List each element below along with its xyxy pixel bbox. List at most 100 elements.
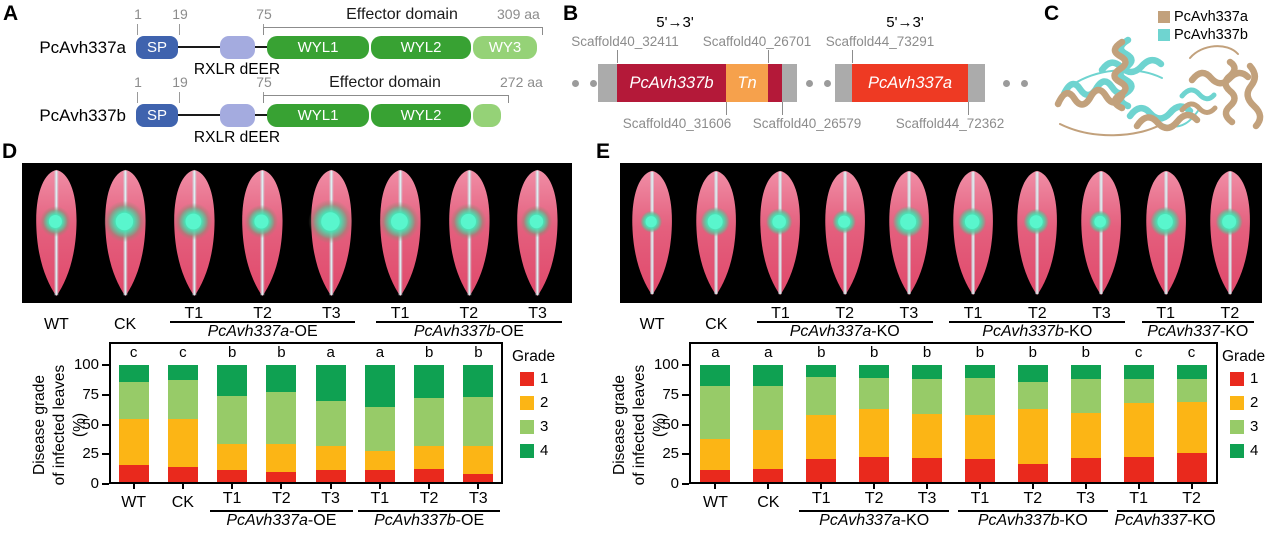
leaf-image	[437, 166, 502, 300]
y-tick	[682, 423, 689, 426]
legend-swatch	[520, 396, 534, 410]
x-tick-label: T3	[1076, 490, 1096, 507]
group-gene-name: PcAvh337	[1147, 323, 1220, 340]
bar-segment-grade3	[1017, 381, 1048, 410]
panel-c-letter: C	[1044, 2, 1060, 25]
sig-letter: b	[817, 344, 826, 361]
leaf-label: T2	[459, 305, 479, 322]
leaf-svg	[1081, 170, 1122, 296]
y-tick	[682, 483, 689, 485]
bar-segment-grade2	[912, 413, 943, 458]
leaf-group-label: PcAvh337b-KO	[957, 323, 1117, 341]
leaf-svg	[953, 170, 993, 296]
chart-group-label: PcAvh337a-OE	[201, 512, 361, 530]
group-underline	[957, 510, 1108, 512]
protein-name: PcAvh337b	[39, 106, 126, 125]
bar-segment-grade4	[167, 365, 198, 381]
x-tick-label: T1	[222, 490, 242, 507]
y-axis-label-line: of infected leaves (%)	[51, 364, 88, 485]
sp-domain: SP	[136, 36, 178, 59]
ellipsis-dot	[590, 80, 597, 87]
x-tick-label: T1	[970, 490, 990, 507]
bar-segment-grade3	[964, 378, 995, 415]
bar-segment-grade2	[964, 414, 995, 459]
x-tick-label: T2	[1023, 490, 1043, 507]
bar-segment-grade1	[1176, 453, 1207, 484]
leaf-label: CK	[114, 316, 137, 333]
y-tick	[682, 453, 689, 456]
x-tick	[1031, 484, 1034, 489]
x-tick-label: T2	[1182, 490, 1201, 507]
leaf-label: CK	[705, 316, 728, 333]
structure-legend-item-b: PcAvh337b	[1158, 27, 1248, 43]
position-tick	[137, 92, 138, 103]
x-tick	[1137, 484, 1140, 489]
bar-segment-grade4	[315, 365, 346, 401]
bar-segment-grade4	[1017, 365, 1048, 382]
position-tick	[137, 24, 138, 35]
group-underline	[357, 510, 501, 512]
leaf-label: T1	[963, 305, 983, 322]
scaffold-label: Scaffold44_72362	[895, 116, 1005, 131]
leaf-label: T2	[1220, 305, 1240, 322]
x-tick	[820, 484, 823, 489]
x-tick	[1084, 484, 1087, 489]
legend-item-label: 3	[1250, 418, 1259, 435]
backbone-line	[178, 46, 222, 48]
leaf-image	[750, 166, 810, 300]
ellipsis-dot	[806, 80, 813, 87]
group-gene-suffix: -OE	[289, 323, 318, 340]
bar-segment-grade4	[1123, 365, 1154, 380]
leaf-label: T3	[322, 305, 341, 322]
x-tick-label: T1	[811, 490, 831, 507]
bar-segment-grade4	[463, 365, 494, 398]
leaf-label: T1	[1156, 305, 1176, 322]
x-tick	[329, 484, 332, 489]
bar-segment-grade2	[859, 409, 890, 457]
x-tick-label: T3	[469, 490, 488, 507]
y-tick-label: 25	[82, 445, 99, 463]
leaf-label: T3	[1092, 305, 1111, 322]
legend-swatch	[1230, 444, 1244, 458]
legend-item-label: 1	[540, 370, 549, 387]
effector-domain-bracket	[263, 27, 543, 35]
y-tick-label: 75	[82, 385, 99, 403]
bar-segment-grade3	[1176, 379, 1207, 402]
x-tick	[428, 484, 431, 489]
leaf-image	[686, 166, 746, 300]
sig-letter: c	[129, 344, 138, 361]
panel-e-letter: E	[596, 140, 611, 163]
leaf-image	[368, 166, 433, 300]
sig-letter: b	[1081, 344, 1090, 361]
bar-segment-grade3	[463, 397, 494, 446]
bar-segment-grade2	[463, 445, 494, 475]
bar-segment-grade3	[912, 379, 943, 414]
x-tick	[714, 484, 717, 489]
legend-item-label: 4	[540, 442, 549, 459]
bar-segment-grade2	[1070, 412, 1101, 458]
y-tick-label: 25	[662, 445, 679, 463]
leaf-label: T2	[835, 305, 855, 322]
bar-segment-grade1	[167, 467, 198, 484]
scaffold-label: Scaffold40_31606	[622, 116, 732, 131]
sig-letter: b	[424, 344, 434, 361]
bar-segment-grade3	[364, 406, 395, 451]
backbone-line	[255, 46, 269, 48]
y-tick-label: 75	[662, 385, 679, 403]
bar-segment-grade2	[414, 445, 445, 469]
sig-letter: b	[227, 344, 237, 361]
leaf-image	[1136, 166, 1196, 300]
effector-domain-label: Effector domain	[346, 6, 458, 23]
bar-segment-grade4	[753, 365, 784, 387]
gene-box-pcavh337a: PcAvh337a	[852, 64, 968, 102]
sig-letter: a	[764, 344, 773, 361]
x-tick-label: CK	[757, 494, 780, 511]
leaf-label: T3	[528, 305, 547, 322]
group-underline	[210, 510, 353, 512]
position-tick	[179, 24, 180, 35]
sig-letter: c	[1187, 344, 1196, 361]
y-tick	[102, 393, 109, 396]
x-tick	[1190, 484, 1193, 489]
y-tick-label: 0	[90, 475, 99, 492]
